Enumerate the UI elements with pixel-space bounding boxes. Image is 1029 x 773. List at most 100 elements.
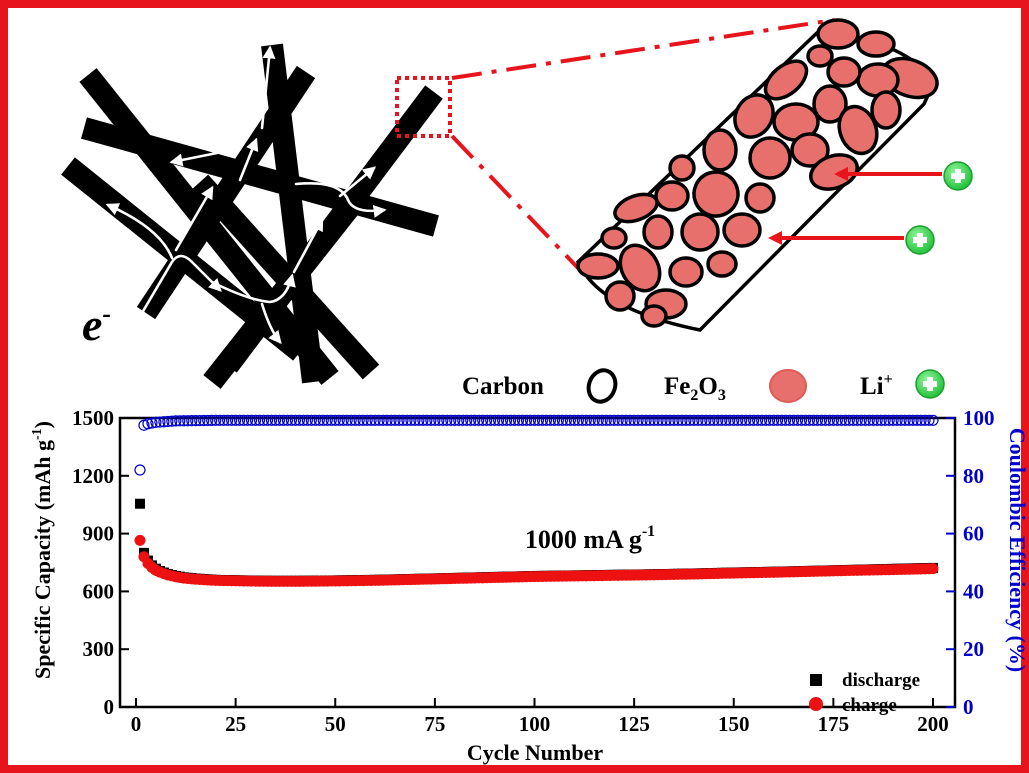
efficiency-point xyxy=(206,414,218,426)
efficiency-point xyxy=(767,414,780,426)
fe2o3-particle xyxy=(618,243,662,293)
li-arrow-head-icon xyxy=(768,231,782,245)
efficiency-point xyxy=(337,414,349,426)
efficiency-point xyxy=(636,414,648,426)
efficiency-point xyxy=(744,414,756,426)
efficiency-point xyxy=(616,414,628,426)
legend-li-label: Li+ xyxy=(860,371,893,400)
efficiency-point xyxy=(863,414,875,426)
y-left-tick-label: 600 xyxy=(83,579,115,603)
efficiency-point xyxy=(827,414,839,426)
efficiency-point xyxy=(437,414,449,426)
efficiency-point xyxy=(353,414,365,426)
efficiency-point xyxy=(791,414,804,426)
efficiency-point xyxy=(584,414,596,426)
li-ion-plus-icon xyxy=(915,369,945,399)
efficiency-point xyxy=(417,414,429,426)
fe2o3-particle xyxy=(744,182,776,214)
efficiency-point xyxy=(564,414,576,426)
efficiency-point xyxy=(162,415,174,428)
efficiency-point xyxy=(257,414,270,426)
efficiency-point xyxy=(624,414,636,426)
efficiency-point xyxy=(245,414,258,426)
efficiency-point xyxy=(461,414,473,426)
rate-annotation: 1000 mA g-1 xyxy=(525,523,655,554)
efficiency-point xyxy=(724,414,736,426)
efficiency-point xyxy=(425,414,437,426)
legend-charge-marker xyxy=(809,697,823,711)
efficiency-point xyxy=(855,414,867,426)
efficiency-point xyxy=(457,414,469,426)
efficiency-point xyxy=(592,414,604,426)
fe2o3-particle xyxy=(668,256,704,288)
y-right-tick-label: 80 xyxy=(963,464,984,488)
li-ion-plus-icon xyxy=(943,161,973,191)
efficiency-point xyxy=(736,414,748,426)
arrow-icon xyxy=(105,203,174,260)
fe2o3-particle xyxy=(763,59,809,101)
efficiency-point xyxy=(333,414,345,426)
efficiency-point xyxy=(576,414,588,426)
arrow-icon xyxy=(174,185,214,252)
efficiency-point xyxy=(720,414,732,426)
charge-point xyxy=(927,563,939,575)
fe2o3-particle xyxy=(806,44,834,68)
efficiency-point xyxy=(158,416,170,428)
li-ion-arrows xyxy=(768,167,942,245)
fe2o3-particle xyxy=(870,90,902,130)
efficiency-point xyxy=(692,414,704,426)
efficiency-point xyxy=(919,414,931,426)
efficiency-point xyxy=(600,414,612,426)
magnified-fiber xyxy=(575,18,939,332)
cycling-chart: 0 25 50 75 100 125 150 175 200030060090012001500… xyxy=(30,406,1029,765)
efficiency-point xyxy=(520,414,533,426)
fe2o3-particle xyxy=(809,153,859,191)
efficiency-point xyxy=(851,414,863,426)
efficiency-point xyxy=(373,414,385,426)
efficiency-point xyxy=(799,414,812,426)
efficiency-point xyxy=(628,414,640,426)
efficiency-point xyxy=(182,415,194,427)
li-ion-plus-icon xyxy=(905,225,935,255)
efficiency-point xyxy=(879,414,891,426)
efficiency-point xyxy=(664,414,676,426)
efficiency-point xyxy=(752,414,764,426)
efficiency-point xyxy=(449,414,461,426)
efficiency-point xyxy=(397,414,409,426)
efficiency-point xyxy=(445,414,457,426)
efficiency-point xyxy=(676,414,688,426)
x-tick-label: 50 xyxy=(325,712,346,736)
efficiency-point xyxy=(150,416,162,428)
efficiency-point xyxy=(190,415,202,427)
efficiency-point xyxy=(285,414,298,426)
y-axis-left-label: Specific Capacity (mAh g-1) xyxy=(30,421,55,679)
y-right-tick-label: 20 xyxy=(963,637,984,661)
efficiency-point xyxy=(142,418,154,430)
efficiency-point xyxy=(632,414,644,426)
x-tick-label: 200 xyxy=(917,712,949,736)
efficiency-point xyxy=(473,414,485,426)
efficiency-point xyxy=(186,415,198,427)
efficiency-point xyxy=(807,414,820,426)
efficiency-point xyxy=(728,414,740,426)
efficiency-point xyxy=(433,414,445,426)
legend-discharge-marker xyxy=(810,674,822,686)
x-tick-label: 75 xyxy=(424,712,445,736)
efficiency-point xyxy=(309,414,321,426)
efficiency-point xyxy=(393,414,405,426)
arrow-icon xyxy=(294,182,387,218)
efficiency-point xyxy=(640,414,652,426)
efficiency-point xyxy=(536,414,549,426)
efficiency-point xyxy=(253,414,266,426)
efficiency-point xyxy=(839,414,851,426)
efficiency-point xyxy=(883,414,895,426)
fe2o3-particle xyxy=(826,56,862,88)
efficiency-point xyxy=(532,414,545,426)
series-coulombic-efficiency xyxy=(134,414,939,476)
efficiency-point xyxy=(265,414,278,426)
efficiency-point xyxy=(899,414,911,426)
scheme-legend: Carbon Fe2O3 Li+ xyxy=(462,368,945,404)
efficiency-point xyxy=(795,414,808,426)
fe2o3-particle xyxy=(640,304,668,328)
efficiency-point xyxy=(465,414,477,426)
